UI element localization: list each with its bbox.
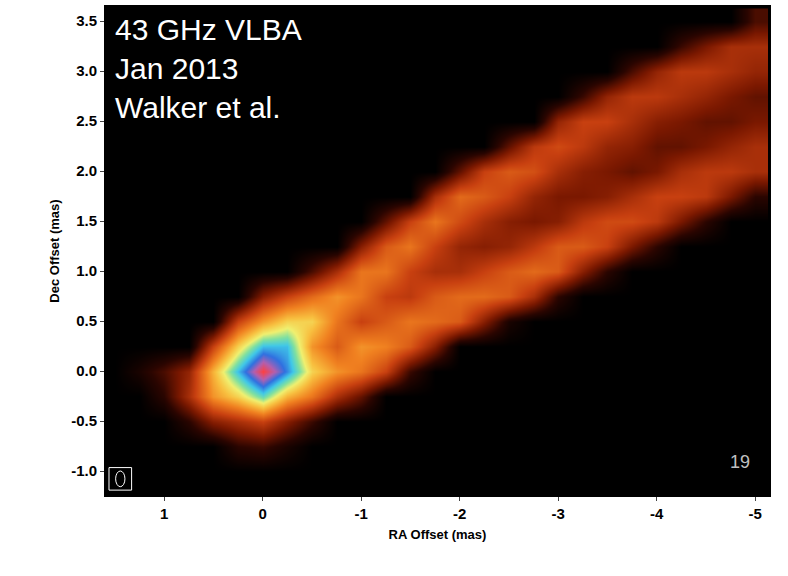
svg-text:-3: -3 <box>552 505 565 522</box>
svg-text:-1.0: -1.0 <box>71 462 97 479</box>
svg-text:-0.5: -0.5 <box>71 412 97 429</box>
svg-text:43 GHz VLBAJan 2013Walker et a: 43 GHz VLBAJan 2013Walker et al. <box>115 13 302 124</box>
svg-text:1.5: 1.5 <box>76 212 97 229</box>
svg-text:3.5: 3.5 <box>76 12 97 29</box>
svg-text:RA Offset (mas): RA Offset (mas) <box>389 527 487 542</box>
svg-text:0.5: 0.5 <box>76 312 97 329</box>
svg-text:-5: -5 <box>749 505 762 522</box>
svg-text:2.5: 2.5 <box>76 112 97 129</box>
svg-text:-4: -4 <box>650 505 664 522</box>
svg-text:0.0: 0.0 <box>76 362 97 379</box>
svg-text:-1: -1 <box>354 505 367 522</box>
svg-text:Dec Offset (mas): Dec Offset (mas) <box>47 199 62 302</box>
svg-text:2.0: 2.0 <box>76 162 97 179</box>
svg-text:1: 1 <box>160 505 168 522</box>
svg-text:19: 19 <box>730 452 750 472</box>
svg-text:0: 0 <box>258 505 266 522</box>
svg-text:3.0: 3.0 <box>76 62 97 79</box>
svg-text:1.0: 1.0 <box>76 262 97 279</box>
svg-text:-2: -2 <box>453 505 466 522</box>
